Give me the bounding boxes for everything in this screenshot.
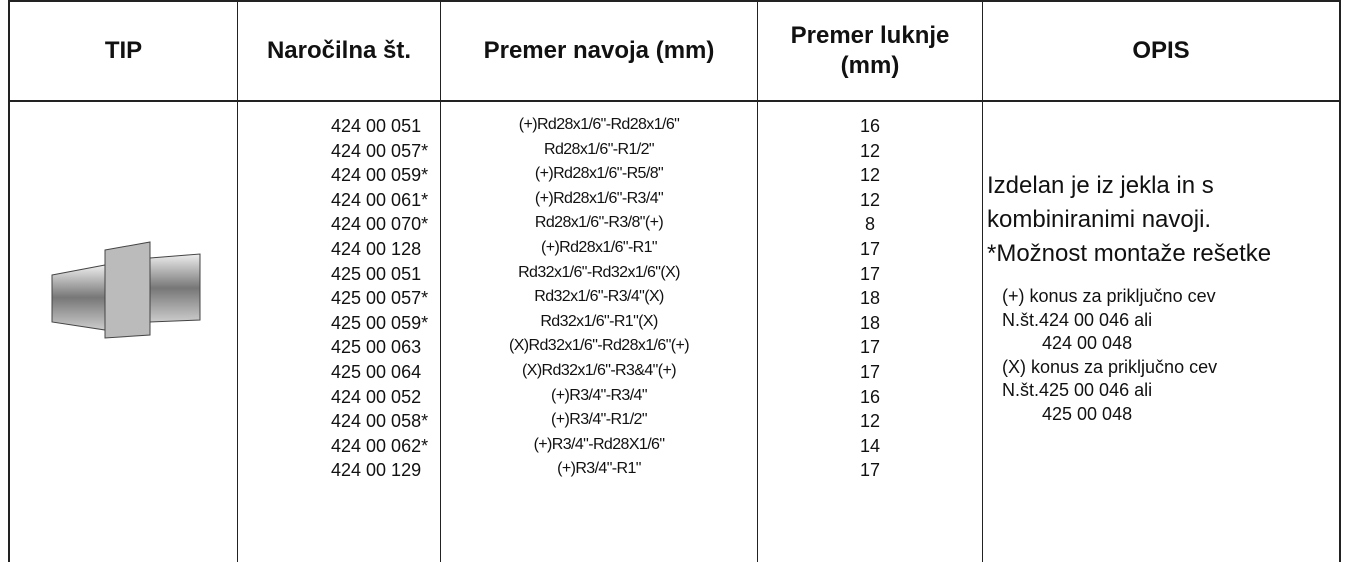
- page: (() => { const data = JSON.parse(documen…: [0, 0, 1348, 562]
- order-number: 424 00 052: [331, 387, 421, 408]
- thread-size: (+)R3/4"-R3/4": [441, 387, 757, 405]
- thread-size: Rd32x1/6"-R1"(X): [441, 313, 757, 331]
- hole-size: 8: [758, 214, 982, 235]
- header-cell: Premer navoja (mm): [441, 2, 757, 100]
- header-cell: TIP: [10, 2, 237, 100]
- border: [1339, 0, 1341, 562]
- description: *Možnost montaže rešetke: [987, 240, 1271, 268]
- order-number: 424 00 059*: [331, 165, 428, 186]
- note: N.št.424 00 046 ali: [1002, 310, 1152, 331]
- thread-size: (X)Rd32x1/6"-R3&4"(+): [441, 362, 757, 380]
- description: Izdelan je iz jekla in s: [987, 172, 1214, 200]
- thread-size: (+)Rd28x1/6"-R3/4": [441, 190, 757, 208]
- order-number: 425 00 059*: [331, 313, 428, 334]
- hole-size: 16: [758, 116, 982, 137]
- note: (X) konus za priključno cev: [1002, 357, 1217, 378]
- order-number: 424 00 062*: [331, 436, 428, 457]
- note: (+) konus za priključno cev: [1002, 286, 1216, 307]
- thread-size: Rd32x1/6"-Rd32x1/6"(X): [441, 264, 757, 282]
- thread-size: (+)Rd28x1/6"-R1": [441, 239, 757, 257]
- hole-size: 12: [758, 190, 982, 211]
- note: N.št.425 00 046 ali: [1002, 380, 1152, 401]
- hole-size: 17: [758, 337, 982, 358]
- hole-size: 17: [758, 239, 982, 260]
- hole-size: 17: [758, 460, 982, 481]
- hole-size: 14: [758, 436, 982, 457]
- order-number: 425 00 064: [331, 362, 421, 383]
- note: 425 00 048: [1042, 404, 1132, 425]
- description: kombiniranimi navoji.: [987, 206, 1211, 234]
- hole-size: 12: [758, 165, 982, 186]
- fitting-image: [40, 230, 210, 350]
- note: 424 00 048: [1042, 333, 1132, 354]
- order-number: 424 00 061*: [331, 190, 428, 211]
- order-number: 424 00 128: [331, 239, 421, 260]
- header-cell: Naročilna št.: [238, 2, 440, 100]
- thread-size: Rd32x1/6"-R3/4"(X): [441, 288, 757, 306]
- thread-size: (+)R3/4"-R1": [441, 460, 757, 478]
- thread-size: (+)Rd28x1/6"-Rd28x1/6": [441, 116, 757, 134]
- order-number: 425 00 057*: [331, 288, 428, 309]
- thread-size: (+)R3/4"-R1/2": [441, 411, 757, 429]
- header-cell: OPIS: [983, 2, 1339, 100]
- order-number: 424 00 070*: [331, 214, 428, 235]
- thread-size: Rd28x1/6"-R1/2": [441, 141, 757, 159]
- hole-size: 17: [758, 362, 982, 383]
- hole-size: 18: [758, 313, 982, 334]
- order-number: 424 00 057*: [331, 141, 428, 162]
- header-cell: Premer luknje (mm): [758, 2, 982, 100]
- hole-size: 12: [758, 141, 982, 162]
- hole-size: 16: [758, 387, 982, 408]
- order-number: 425 00 051: [331, 264, 421, 285]
- hole-size: 12: [758, 411, 982, 432]
- thread-size: Rd28x1/6"-R3/8"(+): [441, 214, 757, 232]
- thread-size: (+)Rd28x1/6"-R5/8": [441, 165, 757, 183]
- order-number: 424 00 051: [331, 116, 421, 137]
- hole-size: 18: [758, 288, 982, 309]
- hole-size: 17: [758, 264, 982, 285]
- border: [8, 100, 1341, 102]
- order-number: 425 00 063: [331, 337, 421, 358]
- order-number: 424 00 129: [331, 460, 421, 481]
- order-number: 424 00 058*: [331, 411, 428, 432]
- thread-size: (X)Rd32x1/6"-Rd28x1/6"(+): [441, 337, 757, 355]
- thread-size: (+)R3/4"-Rd28X1/6": [441, 436, 757, 454]
